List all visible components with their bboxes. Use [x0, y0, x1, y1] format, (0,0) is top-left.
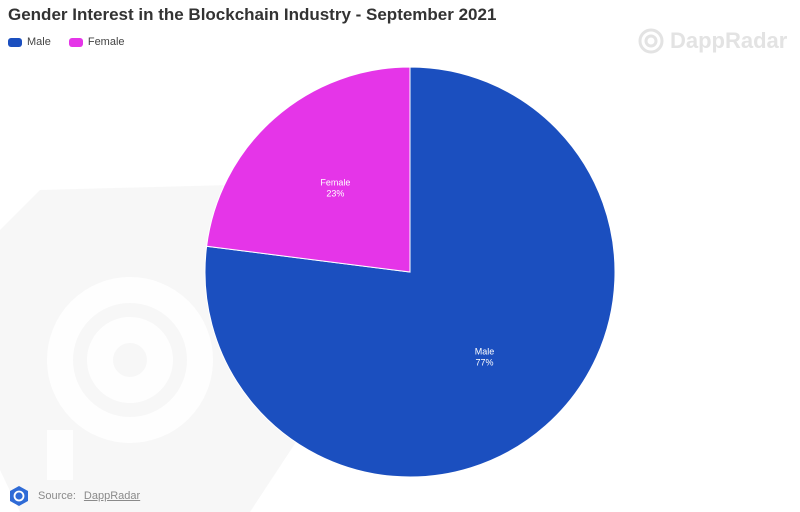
- slice-label-name-male: Male: [475, 347, 495, 357]
- source-link[interactable]: DappRadar: [83, 490, 141, 502]
- slice-label-value-female: 23%: [326, 188, 344, 198]
- dappradar-watermark: DappRadar: [638, 28, 787, 54]
- pie-slice-male[interactable]: [204, 66, 616, 478]
- chart-title: Gender Interest in the Blockchain Indust…: [8, 5, 497, 24]
- legend-swatch-male: [8, 37, 22, 47]
- slice-label-name-female: Female: [320, 177, 350, 187]
- legend-label-female: Female: [87, 36, 125, 48]
- source-prefix: Source:: [38, 490, 76, 502]
- watermark-brand: DappRadar: [670, 28, 788, 53]
- legend: Male Female: [8, 36, 125, 48]
- legend-item-female[interactable]: Female: [68, 36, 125, 48]
- pie-slice-female[interactable]: [206, 66, 411, 273]
- source-footer: Source: DappRadar: [8, 485, 140, 507]
- slice-label-value-male: 77%: [476, 358, 494, 368]
- legend-item-male[interactable]: Male: [8, 36, 51, 48]
- legend-label-male: Male: [27, 36, 51, 48]
- dappradar-logo-icon: [638, 28, 664, 54]
- legend-swatch-female: [68, 37, 83, 47]
- dappradar-badge-icon: [10, 486, 28, 506]
